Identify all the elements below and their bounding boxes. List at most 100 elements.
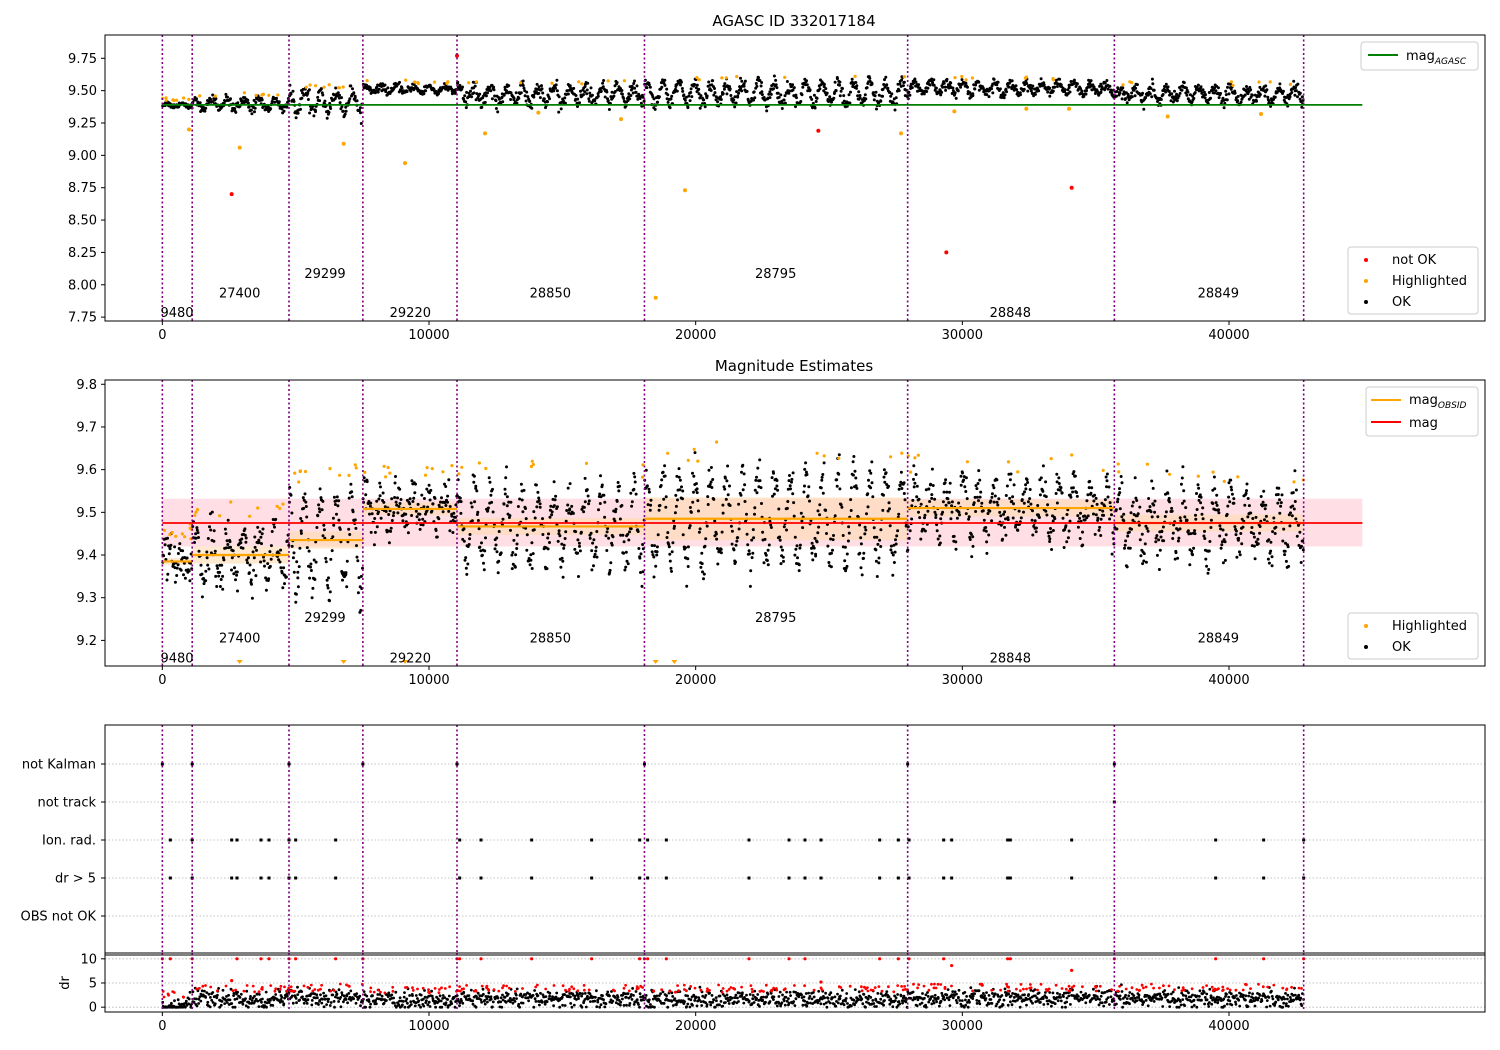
ok-point <box>870 481 874 485</box>
ok-point <box>852 455 856 458</box>
ok-point <box>1186 529 1190 533</box>
dr-point <box>401 1000 405 1003</box>
ok-point <box>953 91 957 95</box>
ok-point <box>1069 80 1073 83</box>
ok-point <box>377 510 380 514</box>
ok-point <box>273 100 277 104</box>
dr-point <box>578 991 582 995</box>
ok-point <box>297 565 301 569</box>
agasc-ytick-label: 7.75 <box>68 311 97 326</box>
ok-point <box>1148 92 1152 96</box>
dr-point <box>461 1001 465 1005</box>
ok-point <box>946 497 950 501</box>
dr-point <box>536 994 540 997</box>
ok-point <box>630 84 634 88</box>
highlighted-point <box>293 471 297 475</box>
ok-point <box>1031 509 1034 513</box>
ok-point <box>287 543 291 547</box>
ok-point <box>248 563 252 567</box>
ok-point <box>1235 555 1239 559</box>
ok-point <box>753 512 756 516</box>
ok-point <box>538 505 542 509</box>
flag-point <box>479 876 483 880</box>
ok-point <box>296 585 300 589</box>
dr-point <box>514 993 518 997</box>
ok-point <box>839 89 843 93</box>
ok-point <box>564 519 568 523</box>
dr-point <box>204 996 208 999</box>
ok-point <box>1076 525 1080 529</box>
ok-point <box>1122 90 1126 94</box>
ok-point <box>502 93 506 97</box>
ok-point <box>697 509 700 513</box>
ok-point <box>264 576 268 580</box>
ok-point <box>811 558 815 562</box>
ok-point <box>359 608 363 612</box>
ok-point <box>1099 90 1103 94</box>
ok-point <box>314 110 317 114</box>
ok-point <box>603 500 607 504</box>
ok-point <box>719 98 723 101</box>
dr-high-point <box>383 991 387 995</box>
ok-point <box>195 97 198 101</box>
ok-point <box>226 95 229 99</box>
ok-point <box>1239 100 1243 104</box>
ok-point <box>962 478 966 482</box>
ok-point <box>503 487 507 491</box>
dr-high-point <box>195 987 199 991</box>
ok-point <box>468 537 472 541</box>
dr-point <box>560 995 564 999</box>
ok-point <box>1225 512 1229 516</box>
ok-point <box>767 543 771 547</box>
ok-point <box>464 100 468 104</box>
ok-point <box>1234 529 1238 533</box>
ok-point <box>968 91 972 95</box>
ok-point <box>1118 491 1122 495</box>
estimates-ytick-label: 9.8 <box>76 378 97 393</box>
highlighted-point <box>964 78 968 82</box>
ok-point <box>532 95 536 99</box>
ok-point <box>965 497 969 501</box>
ok-point <box>268 550 272 554</box>
ok-point <box>224 532 228 536</box>
flag-point <box>1006 876 1010 880</box>
ok-point <box>467 543 471 546</box>
ok-point <box>362 476 366 480</box>
ok-point <box>1200 91 1204 95</box>
ok-point <box>668 106 672 110</box>
dr-high-point <box>216 989 219 993</box>
ok-point <box>241 546 245 550</box>
ok-point <box>973 87 977 91</box>
ok-point <box>780 107 784 110</box>
dr-point <box>411 994 414 997</box>
highlighted-point <box>1049 457 1053 461</box>
ok-point <box>335 495 339 499</box>
ok-point <box>583 85 587 89</box>
dr-point <box>207 992 211 996</box>
flag-point <box>235 838 239 842</box>
ok-point <box>1081 543 1085 547</box>
ok-point <box>1046 503 1050 507</box>
ok-point <box>699 565 703 569</box>
ok-point <box>591 541 595 545</box>
ok-point <box>978 478 982 482</box>
ok-point <box>868 76 872 80</box>
ok-point <box>1108 517 1112 521</box>
ok-point <box>1127 530 1131 534</box>
flag-point <box>1262 838 1266 842</box>
ok-point <box>758 458 762 462</box>
ok-point <box>996 80 1000 84</box>
ok-point <box>455 494 459 498</box>
ok-point <box>1048 537 1052 541</box>
ok-point <box>831 538 835 542</box>
ok-point <box>348 533 352 536</box>
ok-point <box>838 94 842 98</box>
highlighted-point <box>1165 114 1170 119</box>
ok-point <box>1247 504 1251 508</box>
ok-point <box>1272 516 1276 520</box>
ok-point <box>571 511 575 515</box>
dr-high-point <box>345 983 348 987</box>
highlighted-point <box>187 127 191 132</box>
ok-point <box>665 87 669 91</box>
ok-point <box>840 505 844 509</box>
